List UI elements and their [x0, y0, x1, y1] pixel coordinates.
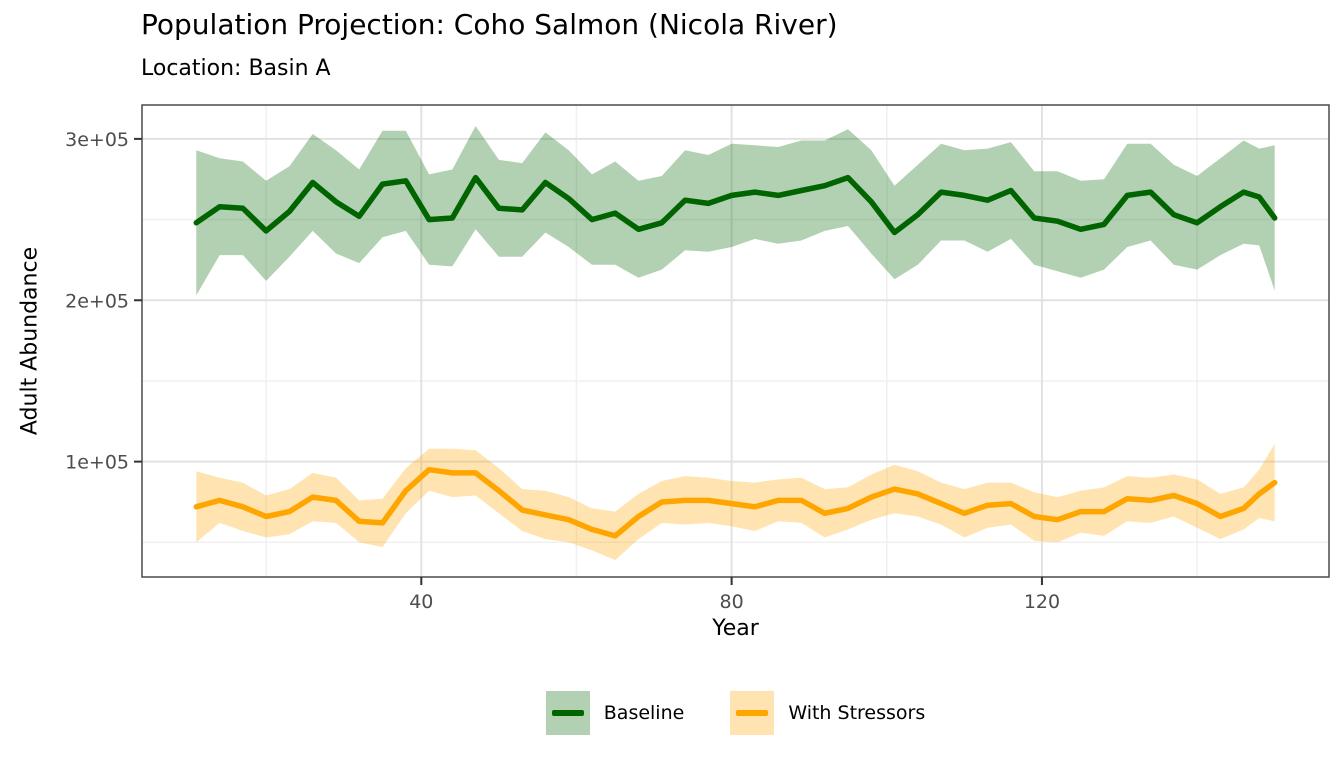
- chart-title: Population Projection: Coho Salmon (Nico…: [141, 8, 838, 41]
- legend-line-stressors-icon: [736, 710, 769, 716]
- panel-border: [141, 104, 1330, 578]
- x-tick-label: 40: [409, 591, 433, 613]
- x-tick-label: 120: [1024, 591, 1060, 613]
- chart-subtitle: Location: Basin A: [141, 56, 331, 81]
- chart-canvas: 40 80 120 1e+05 2e+05 3e+05: [65, 104, 1330, 613]
- legend-label-stressors: With Stressors: [788, 702, 926, 724]
- legend-key-baseline-icon: [545, 691, 590, 735]
- legend-line-baseline-icon: [551, 710, 584, 716]
- legend-label-baseline: Baseline: [603, 702, 685, 724]
- ribbon-baseline: [196, 126, 1275, 296]
- y-tick-label: 2e+05: [65, 290, 129, 312]
- legend-item-baseline: Baseline: [545, 691, 685, 735]
- legend-key-stressors-icon: [730, 691, 775, 735]
- y-tick-label: 3e+05: [65, 129, 129, 151]
- legend-item-stressors: With Stressors: [730, 691, 925, 735]
- y-axis-title: Adult Abundance: [17, 246, 43, 436]
- line-stressors: [193, 466, 1278, 539]
- y-tick-label: 1e+05: [65, 452, 129, 474]
- x-tick-label: 80: [720, 591, 744, 613]
- x-axis-title: Year: [712, 616, 759, 641]
- line-baseline: [193, 174, 1278, 236]
- legend: Baseline With Stressors: [142, 691, 1329, 735]
